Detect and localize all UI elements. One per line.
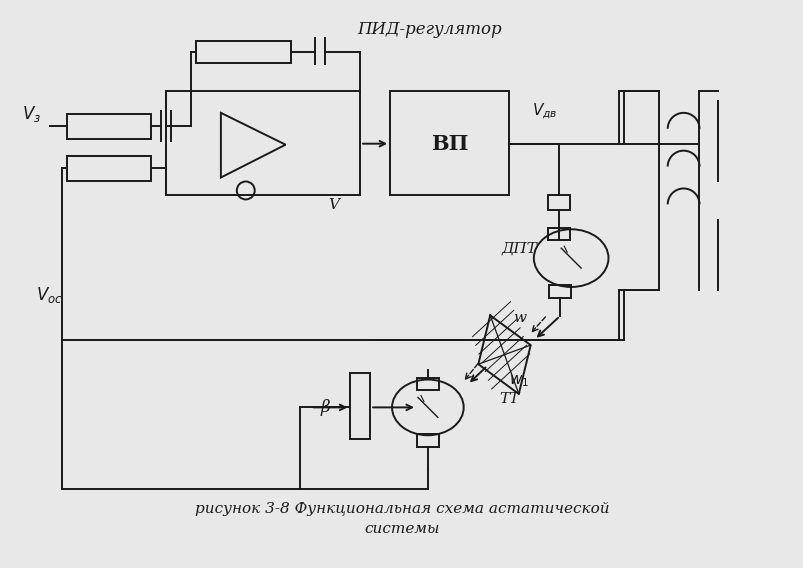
Bar xyxy=(389,91,509,195)
Text: ТТ: ТТ xyxy=(499,392,519,407)
Bar xyxy=(196,41,290,63)
Text: системы: системы xyxy=(364,522,439,536)
Bar xyxy=(350,373,369,439)
Bar xyxy=(548,285,570,298)
Text: $V_з$: $V_з$ xyxy=(22,104,41,124)
Text: V: V xyxy=(328,198,338,212)
Bar xyxy=(548,195,569,210)
Text: ВП: ВП xyxy=(430,133,468,154)
Text: β: β xyxy=(320,399,330,416)
Bar xyxy=(166,91,360,195)
Bar xyxy=(417,435,438,447)
Text: ДПТ: ДПТ xyxy=(501,241,536,255)
Text: ПИД-регулятор: ПИД-регулятор xyxy=(357,21,502,37)
Text: $w_1$: $w_1$ xyxy=(508,374,529,390)
Bar xyxy=(67,114,151,139)
Bar xyxy=(417,378,438,390)
Text: w: w xyxy=(512,311,525,325)
Text: рисунок 3-8 Функциональная схема астатической: рисунок 3-8 Функциональная схема астатич… xyxy=(194,502,609,516)
Bar xyxy=(67,156,151,181)
Bar xyxy=(548,228,569,240)
Text: $V_{ос}$: $V_{ос}$ xyxy=(36,285,63,305)
Text: $V_{дв}$: $V_{дв}$ xyxy=(531,101,556,121)
